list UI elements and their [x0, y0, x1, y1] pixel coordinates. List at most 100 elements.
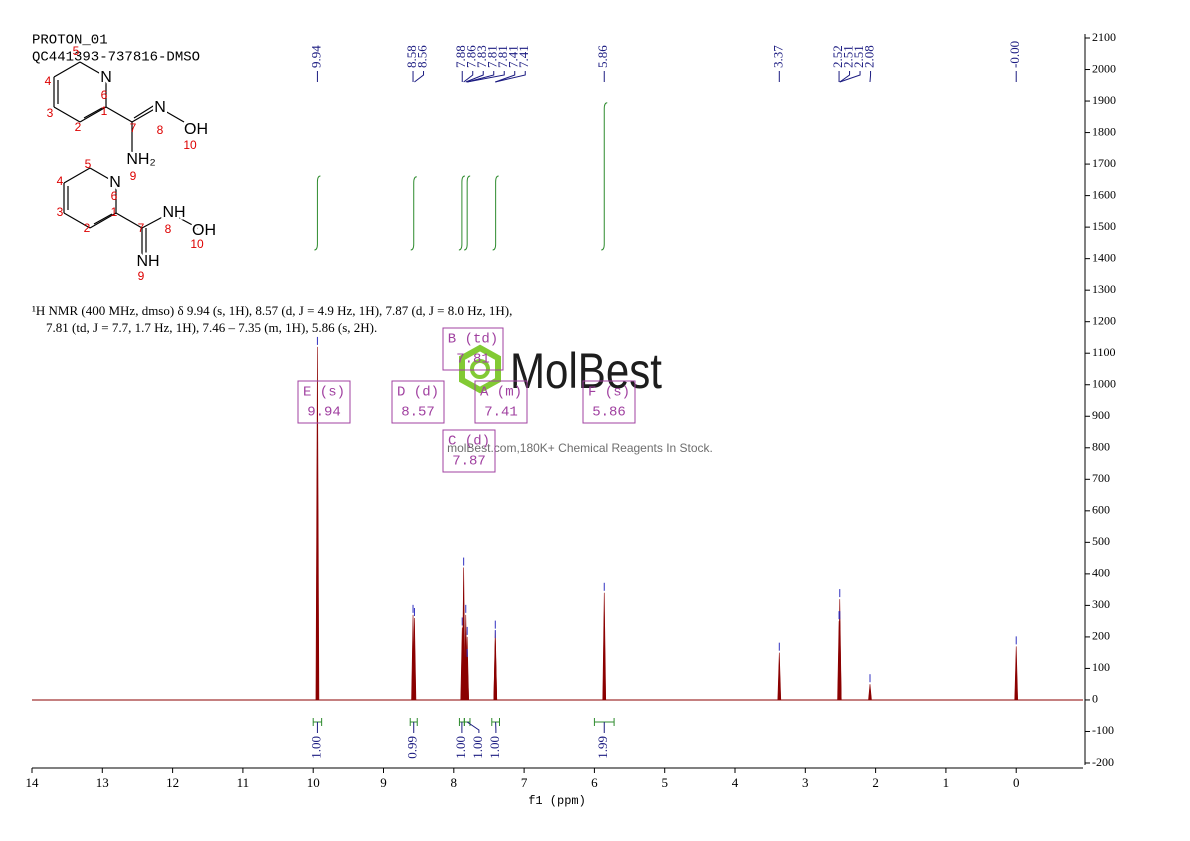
bond	[157, 106, 185, 123]
x-tick-label: 4	[732, 775, 739, 790]
peak	[465, 658, 469, 701]
x-tick-label: 5	[661, 775, 668, 790]
atom-number: 1	[101, 104, 108, 118]
peak-label: 5.86	[595, 45, 610, 68]
label-connector	[869, 71, 872, 83]
atom-label: NH	[136, 253, 159, 270]
peak-label: 7.81	[495, 45, 510, 68]
x-tick-label: 11	[237, 775, 250, 790]
peak	[777, 652, 782, 701]
multiplet-name: E (s)	[303, 385, 345, 401]
peak-label: 2.51	[841, 45, 856, 68]
integral-label: 1.00	[487, 736, 502, 759]
atom-number: 7	[130, 121, 137, 135]
integral-label: 0.99	[405, 736, 420, 759]
bond	[53, 61, 81, 78]
y-tick-label: 800	[1092, 440, 1110, 454]
x-tick-label: 7	[521, 775, 528, 790]
description-line: ¹H NMR (400 MHz, dmso) δ 9.94 (s, 1H), 8…	[32, 303, 512, 318]
y-tick-label: 1500	[1092, 219, 1116, 233]
y-tick-label: 1100	[1092, 345, 1116, 359]
watermark-logo	[470, 359, 490, 379]
atom-number: 5	[73, 44, 80, 58]
atom-number: 5	[85, 157, 92, 171]
peak	[602, 592, 607, 701]
atom-number: 9	[130, 169, 137, 183]
y-tick-label: 1800	[1092, 124, 1116, 138]
peak-label: 7.81	[485, 45, 500, 68]
integral-curve	[492, 175, 499, 251]
integral-curve	[458, 175, 465, 251]
peak-label: 9.94	[308, 45, 323, 68]
y-tick-label: 1900	[1092, 93, 1116, 107]
bond	[169, 212, 199, 229]
atom-number: 3	[47, 106, 54, 120]
y-tick-label: 2000	[1092, 61, 1116, 75]
label-connector	[467, 71, 505, 83]
bond	[53, 106, 81, 123]
peak	[1014, 646, 1019, 701]
watermark-tagline: molBest.com,180K+ Chemical Reagents In S…	[447, 441, 713, 455]
x-tick-label: 3	[802, 775, 809, 790]
chart-title: PROTON_01	[32, 33, 108, 49]
watermark-logo	[459, 344, 501, 394]
y-tick-label: 2100	[1092, 30, 1116, 44]
peak-label: 7.86	[464, 45, 479, 68]
chart-subtitle: QC441393-737816-DMSO	[32, 50, 200, 66]
bond	[133, 102, 159, 119]
bond	[141, 212, 171, 229]
y-tick-label: 400	[1092, 566, 1110, 580]
x-tick-label: 2	[872, 775, 879, 790]
y-tick-label: 1600	[1092, 187, 1116, 201]
x-tick-label: 1	[943, 775, 950, 790]
multiplet-name: B (td)	[448, 332, 498, 348]
y-tick-label: 1000	[1092, 376, 1116, 390]
peak	[412, 617, 417, 701]
integral-label: 1.00	[308, 736, 323, 759]
peak-label: 3.37	[770, 45, 785, 68]
peak-label: 8.56	[415, 45, 430, 68]
peak-label: 2.51	[851, 45, 866, 68]
bond	[115, 212, 143, 229]
bond	[89, 212, 117, 229]
bond	[63, 212, 91, 229]
atom-number: 6	[101, 88, 108, 102]
peak-label: -0.00	[1007, 41, 1022, 68]
x-tick-label: 10	[307, 775, 320, 790]
integral-label: 1.00	[470, 736, 485, 759]
atom-label: N	[109, 174, 121, 191]
integral-curve	[410, 176, 417, 251]
bond	[93, 213, 113, 225]
bond	[79, 106, 107, 123]
integral-bracket	[463, 718, 471, 726]
description-line: 7.81 (td, J = 7.7, 1.7 Hz, 1H), 7.46 – 7…	[46, 320, 377, 335]
multiplet-shift: 9.94	[307, 405, 341, 421]
y-tick-label: -200	[1092, 755, 1114, 769]
atom-number: 2	[75, 120, 82, 134]
peak	[493, 640, 498, 701]
atom-number: 8	[157, 123, 164, 137]
multiplet-name: D (d)	[397, 385, 439, 401]
y-tick-label: 1400	[1092, 250, 1116, 264]
y-tick-label: 1700	[1092, 156, 1116, 170]
y-tick-label: -100	[1092, 723, 1114, 737]
peak-label: 2.52	[830, 45, 845, 68]
label-connector	[839, 71, 851, 83]
x-tick-label: 14	[26, 775, 40, 790]
x-tick-label: 12	[166, 775, 179, 790]
peak	[868, 684, 872, 701]
multiplet-name: A (m)	[480, 385, 522, 401]
bond	[89, 167, 117, 184]
atom-label: N	[154, 99, 166, 116]
y-tick-label: 100	[1092, 660, 1110, 674]
label-connector	[465, 71, 484, 83]
integral-curve	[601, 102, 608, 251]
atom-number: 3	[57, 205, 64, 219]
integral-curve	[314, 175, 321, 251]
peak-label: 8.58	[404, 45, 419, 68]
multiplet-box	[442, 429, 496, 473]
multiplet-box	[391, 380, 445, 424]
label-connector	[467, 71, 495, 83]
label-connector	[839, 71, 861, 83]
